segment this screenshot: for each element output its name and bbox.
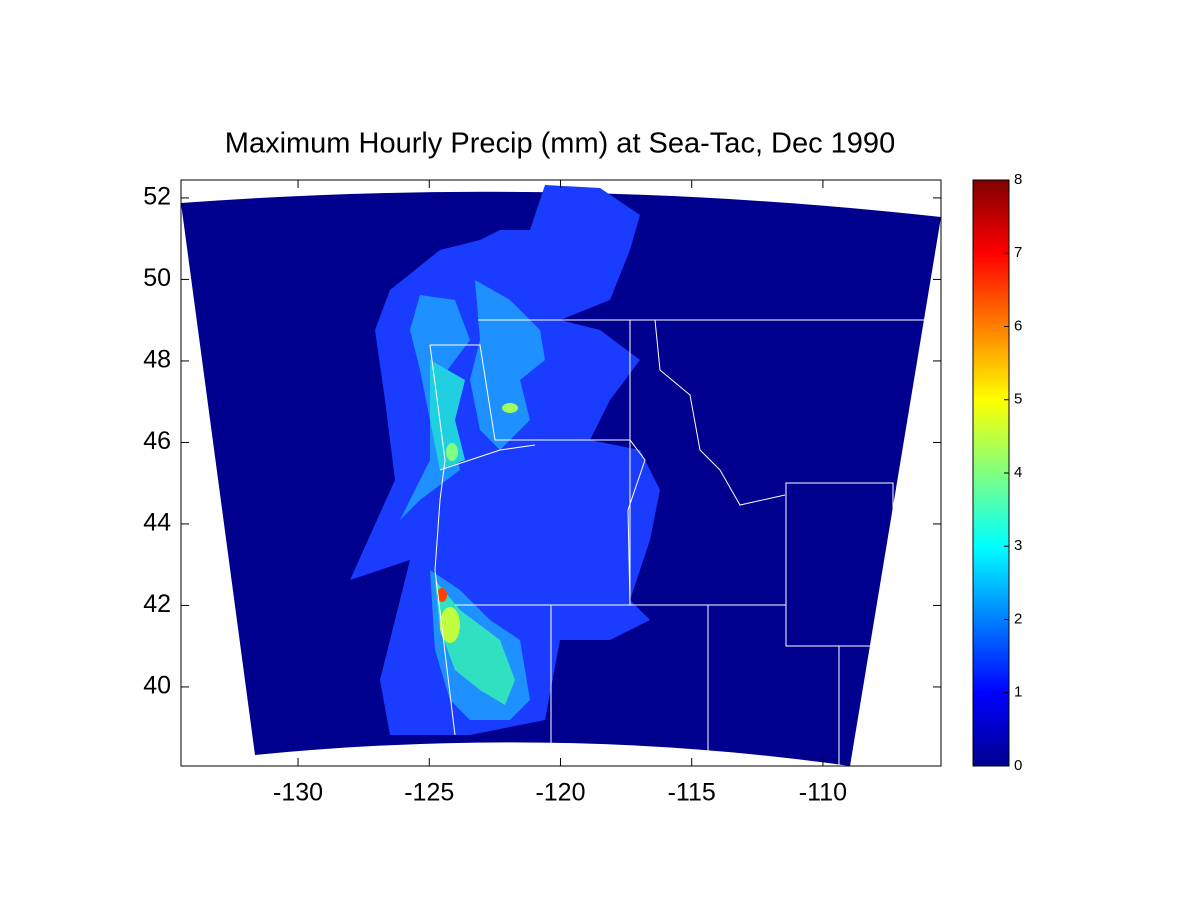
x-tick-label: -115 xyxy=(668,779,716,807)
colorbar-tick-label: 7 xyxy=(1014,244,1022,261)
colorbar-tick-label: 2 xyxy=(1014,610,1022,627)
colorbar-tick-label: 5 xyxy=(1014,391,1022,408)
colorbar xyxy=(972,179,1010,767)
colorbar-tick-label: 4 xyxy=(1014,464,1022,481)
axes-box xyxy=(180,179,942,767)
precip-peak xyxy=(440,607,460,643)
precip-peak xyxy=(502,403,518,413)
precip-2mm xyxy=(470,280,545,450)
y-tick-label: 48 xyxy=(143,346,171,374)
colorbar-tick-label: 8 xyxy=(1014,171,1022,188)
precip-peak xyxy=(437,588,447,602)
y-tick-label: 44 xyxy=(143,509,171,537)
precip-3mm xyxy=(430,360,465,470)
borders xyxy=(429,319,941,766)
y-tick-label: 40 xyxy=(143,672,171,700)
chart-title: Maximum Hourly Precip (mm) at Sea-Tac, D… xyxy=(225,128,895,160)
y-tick-label: 46 xyxy=(143,427,171,455)
precip-peak xyxy=(446,443,458,461)
x-tick-label: -110 xyxy=(799,779,847,807)
colorbar-tick-label: 1 xyxy=(1014,684,1022,701)
x-tick-label: -130 xyxy=(273,779,323,807)
colorbar-tick-label: 0 xyxy=(1014,757,1022,774)
x-tick-label: -125 xyxy=(404,779,454,807)
colorbar-tick-label: 6 xyxy=(1014,317,1022,334)
y-tick-label: 42 xyxy=(143,590,171,618)
y-tick-label: 50 xyxy=(143,264,171,292)
map-field xyxy=(181,185,941,766)
y-tick-label: 52 xyxy=(143,183,171,211)
x-tick-label: -120 xyxy=(535,779,585,807)
colorbar-tick-label: 3 xyxy=(1014,537,1022,554)
